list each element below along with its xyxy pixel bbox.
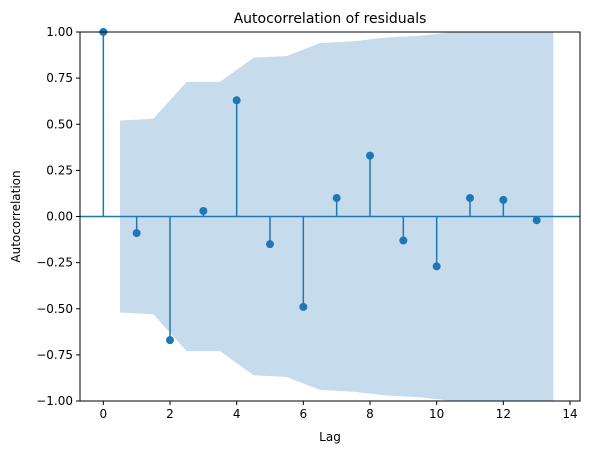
marker-lag-2	[166, 336, 174, 345]
marker-lag-7	[332, 194, 341, 203]
x-ticks: 0 2 4 6 8 10 12 14	[100, 401, 578, 421]
x-tick-label: 14	[562, 407, 577, 421]
y-tick-label: 0.50	[46, 117, 73, 131]
marker-lag-6	[299, 302, 308, 311]
y-axis-label: Autocorrelation	[9, 170, 23, 262]
chart-title: Autocorrelation of residuals	[234, 11, 427, 27]
y-tick-label: −1.00	[36, 394, 73, 408]
marker-lag-11	[466, 194, 474, 203]
marker-lag-12	[499, 195, 508, 204]
x-tick-label: 0	[100, 407, 108, 421]
y-tick-label: −0.50	[36, 302, 73, 316]
marker-lag-13	[532, 216, 541, 225]
marker-lag-4	[232, 96, 241, 105]
y-tick-label: 1.00	[46, 25, 73, 39]
marker-lag-10	[432, 262, 441, 271]
y-ticks: −1.00 −0.75 −0.50 −0.25 0.00 0.25 0.50 0.75 1.00	[36, 25, 80, 408]
marker-lag-9	[399, 236, 408, 245]
x-tick-label: 6	[300, 407, 308, 421]
x-axis-label: Lag	[319, 430, 341, 444]
marker-lag-5	[266, 240, 274, 249]
marker-lag-3	[199, 206, 208, 215]
x-tick-label: 10	[429, 407, 444, 421]
x-tick-label: 8	[366, 407, 374, 421]
x-tick-label: 4	[233, 407, 241, 421]
marker-lag-1	[132, 229, 141, 238]
y-tick-label: −0.75	[36, 348, 73, 362]
y-tick-label: 0.75	[46, 71, 73, 85]
x-tick-label: 12	[496, 407, 511, 421]
y-tick-label: 0.00	[46, 210, 73, 224]
y-tick-label: 0.25	[46, 163, 73, 177]
marker-lag-8	[366, 151, 374, 160]
marker-layer	[99, 28, 541, 345]
y-tick-label: −0.25	[36, 256, 73, 270]
x-tick-label: 2	[166, 407, 174, 421]
